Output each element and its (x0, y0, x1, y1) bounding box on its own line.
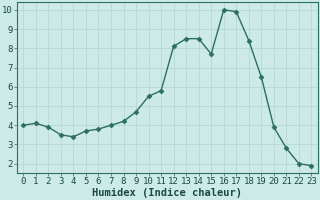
X-axis label: Humidex (Indice chaleur): Humidex (Indice chaleur) (92, 188, 242, 198)
